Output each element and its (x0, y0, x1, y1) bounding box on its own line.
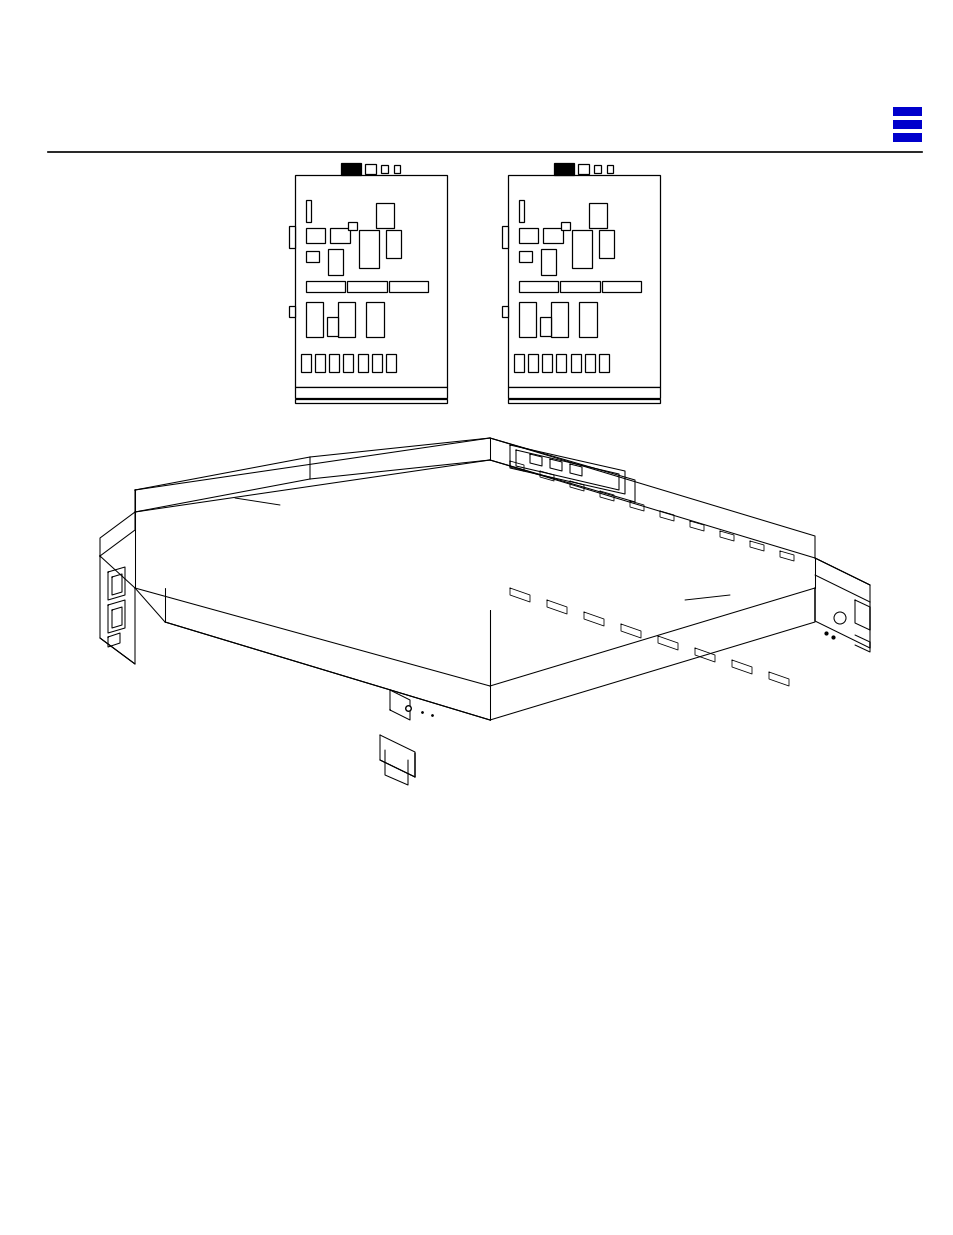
Bar (328, 249, 342, 274)
Bar (539, 317, 551, 336)
Bar (343, 354, 353, 372)
Bar (556, 354, 566, 372)
Bar (294, 399, 447, 403)
Bar (594, 164, 600, 173)
Bar (507, 175, 659, 387)
Bar (327, 317, 338, 336)
Bar (305, 200, 311, 221)
Bar (542, 228, 562, 243)
Bar (560, 221, 569, 230)
Bar (357, 354, 367, 372)
Bar (337, 303, 355, 337)
Bar (892, 133, 921, 142)
Bar (550, 303, 567, 337)
Bar (553, 163, 574, 175)
Bar (588, 203, 606, 228)
Bar (578, 164, 589, 174)
Bar (305, 251, 319, 262)
Bar (559, 282, 599, 291)
Bar (394, 164, 400, 173)
Bar (347, 282, 386, 291)
Bar (364, 164, 375, 174)
Bar (340, 163, 361, 175)
Bar (518, 282, 558, 291)
Bar (601, 282, 640, 291)
Bar (501, 226, 507, 248)
Bar (348, 221, 356, 230)
Bar (518, 228, 537, 243)
Bar (289, 226, 294, 248)
Bar (388, 282, 428, 291)
Bar (294, 387, 447, 398)
Bar (528, 354, 537, 372)
Bar (542, 354, 552, 372)
Bar (301, 354, 311, 372)
Bar (375, 203, 394, 228)
Bar (541, 249, 556, 274)
Bar (518, 200, 524, 221)
Bar (507, 387, 659, 398)
Bar (294, 175, 447, 387)
Bar (578, 303, 597, 337)
Bar (386, 230, 401, 258)
Bar (892, 120, 921, 128)
Bar (892, 107, 921, 116)
Bar (518, 251, 532, 262)
Bar (606, 164, 613, 173)
Bar (381, 164, 387, 173)
Bar (289, 306, 294, 316)
Bar (330, 228, 350, 243)
Bar (584, 354, 594, 372)
Bar (501, 306, 507, 316)
Bar (305, 228, 325, 243)
Bar (372, 354, 381, 372)
Bar (305, 282, 345, 291)
Bar (329, 354, 339, 372)
Bar (366, 303, 383, 337)
Bar (518, 303, 536, 337)
Bar (358, 230, 378, 268)
Bar (598, 354, 608, 372)
Bar (598, 230, 614, 258)
Bar (386, 354, 395, 372)
Bar (305, 303, 323, 337)
Bar (570, 354, 579, 372)
Bar (571, 230, 591, 268)
Circle shape (833, 613, 845, 624)
Bar (314, 354, 325, 372)
Bar (507, 399, 659, 403)
Bar (514, 354, 523, 372)
